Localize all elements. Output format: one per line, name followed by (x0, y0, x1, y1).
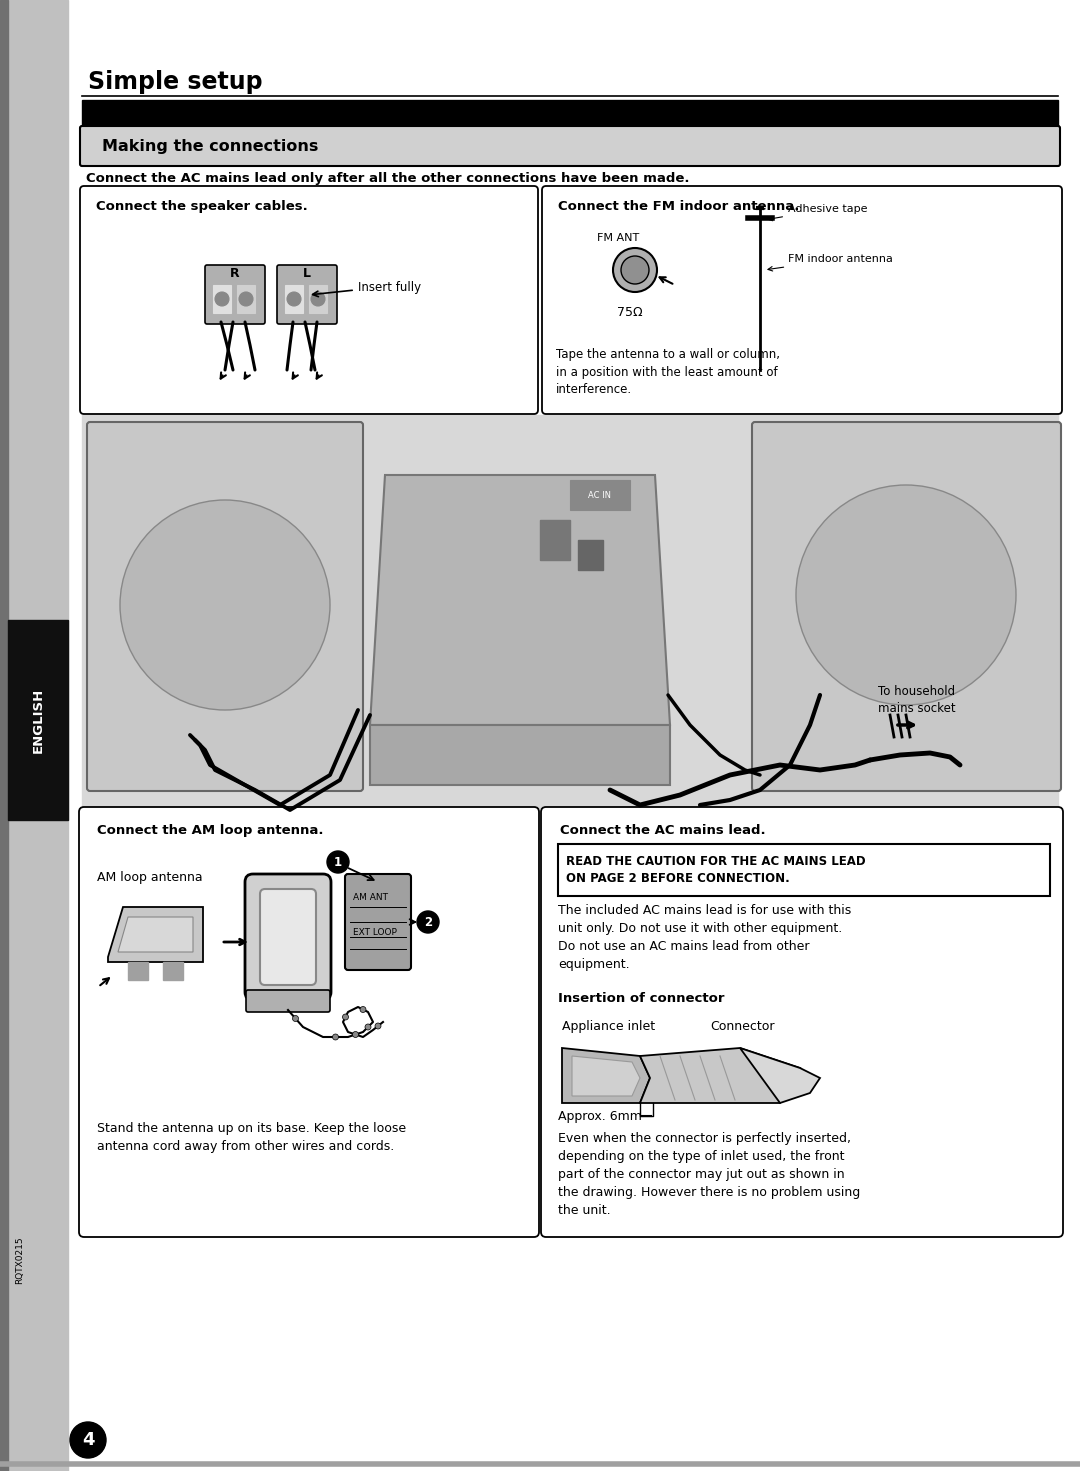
Bar (0, 0, 8, 1471)
FancyBboxPatch shape (345, 874, 411, 969)
Text: EXT LOOP: EXT LOOP (353, 928, 396, 937)
Text: 1: 1 (334, 856, 342, 868)
Circle shape (621, 256, 649, 284)
Bar (82, 415, 1058, 808)
FancyBboxPatch shape (205, 265, 265, 324)
Bar (82, 100, 1058, 127)
Text: The included AC mains lead is for use with this
unit only. Do not use it with ot: The included AC mains lead is for use wi… (558, 905, 851, 971)
Circle shape (215, 293, 229, 306)
FancyBboxPatch shape (87, 422, 363, 791)
Polygon shape (740, 1047, 820, 1103)
Text: Connect the FM indoor antenna.: Connect the FM indoor antenna. (558, 200, 799, 212)
Circle shape (360, 1006, 366, 1012)
Polygon shape (562, 1047, 650, 1103)
FancyBboxPatch shape (246, 990, 330, 1012)
Polygon shape (640, 1047, 800, 1103)
Text: Connect the AC mains lead.: Connect the AC mains lead. (561, 824, 766, 837)
Text: Making the connections: Making the connections (102, 138, 319, 153)
Text: AM ANT: AM ANT (353, 893, 388, 902)
Bar (570, 480, 630, 510)
FancyBboxPatch shape (260, 888, 316, 986)
Bar (0, 0, 68, 1471)
Text: ENGLISH: ENGLISH (31, 687, 44, 753)
Text: AC IN: AC IN (589, 490, 611, 500)
FancyBboxPatch shape (79, 808, 539, 1237)
Circle shape (828, 516, 984, 674)
Text: 4: 4 (82, 1431, 94, 1449)
Bar (129, 962, 148, 980)
Circle shape (293, 1015, 298, 1021)
Bar (213, 285, 231, 313)
Circle shape (352, 1031, 359, 1037)
FancyBboxPatch shape (80, 127, 1059, 166)
Text: Insertion of connector: Insertion of connector (558, 991, 725, 1005)
Text: Connect the AM loop antenna.: Connect the AM loop antenna. (97, 824, 324, 837)
Circle shape (613, 249, 657, 293)
Circle shape (311, 293, 325, 306)
Bar (578, 540, 603, 569)
Text: R: R (230, 266, 240, 279)
Text: FM indoor antenna: FM indoor antenna (768, 254, 893, 271)
Circle shape (150, 530, 300, 680)
Text: 2: 2 (424, 915, 432, 928)
Circle shape (333, 1034, 338, 1040)
Circle shape (327, 852, 349, 872)
Bar (558, 844, 1050, 896)
Text: Approx. 6mm: Approx. 6mm (558, 1111, 642, 1122)
Circle shape (796, 485, 1016, 705)
Circle shape (180, 560, 270, 650)
Text: Insert fully: Insert fully (357, 281, 421, 294)
Text: RQTX0215: RQTX0215 (15, 1236, 25, 1284)
Circle shape (417, 911, 438, 933)
Text: Simple setup: Simple setup (87, 71, 262, 94)
FancyBboxPatch shape (541, 808, 1063, 1237)
Polygon shape (108, 908, 203, 962)
Text: Stand the antenna up on its base. Keep the loose
antenna cord away from other wi: Stand the antenna up on its base. Keep t… (97, 1122, 406, 1153)
Bar (309, 285, 327, 313)
Circle shape (365, 1024, 372, 1030)
FancyBboxPatch shape (80, 185, 538, 413)
Text: AM loop antenna: AM loop antenna (97, 871, 203, 884)
Polygon shape (118, 916, 193, 952)
Polygon shape (370, 725, 670, 786)
FancyBboxPatch shape (245, 874, 330, 1000)
Polygon shape (370, 475, 670, 725)
Circle shape (239, 293, 253, 306)
Circle shape (342, 1014, 349, 1019)
FancyBboxPatch shape (542, 185, 1062, 413)
Bar (237, 285, 255, 313)
Circle shape (207, 587, 243, 624)
Text: Even when the connector is perfectly inserted,
depending on the type of inlet us: Even when the connector is perfectly ins… (558, 1133, 861, 1217)
Bar (163, 962, 183, 980)
Text: Connect the speaker cables.: Connect the speaker cables. (96, 200, 308, 212)
Circle shape (375, 1022, 381, 1030)
Text: Appliance inlet: Appliance inlet (562, 1019, 656, 1033)
Text: To household
mains socket: To household mains socket (878, 685, 956, 715)
FancyBboxPatch shape (752, 422, 1061, 791)
Text: 75Ω: 75Ω (617, 306, 643, 319)
Text: Tape the antenna to a wall or column,
in a position with the least amount of
int: Tape the antenna to a wall or column, in… (556, 349, 780, 396)
Circle shape (70, 1422, 106, 1458)
Circle shape (858, 547, 954, 643)
Circle shape (287, 293, 301, 306)
Text: FM ANT: FM ANT (597, 232, 639, 243)
Bar (540, 521, 570, 560)
Text: Adhesive tape: Adhesive tape (768, 204, 867, 221)
Bar (8, 619, 68, 819)
Polygon shape (572, 1056, 640, 1096)
Bar (285, 285, 303, 313)
Text: Connector: Connector (710, 1019, 774, 1033)
Text: Connect the AC mains lead only after all the other connections have been made.: Connect the AC mains lead only after all… (86, 172, 689, 184)
Text: L: L (303, 266, 311, 279)
Circle shape (120, 500, 330, 710)
Text: READ THE CAUTION FOR THE AC MAINS LEAD
ON PAGE 2 BEFORE CONNECTION.: READ THE CAUTION FOR THE AC MAINS LEAD O… (566, 855, 866, 886)
Circle shape (886, 575, 926, 615)
FancyBboxPatch shape (276, 265, 337, 324)
